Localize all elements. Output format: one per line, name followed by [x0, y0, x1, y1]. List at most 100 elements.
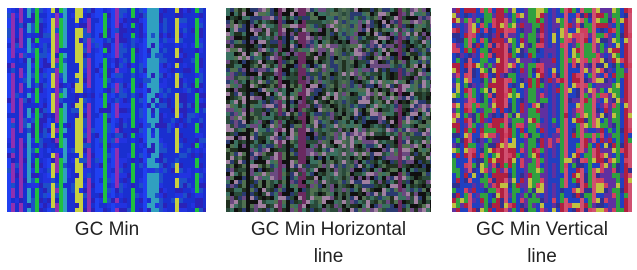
noise-pixel: [31, 83, 35, 88]
noise-pixel: [366, 208, 370, 212]
noise-pixel: [460, 98, 464, 103]
noise-pixel: [266, 144, 270, 148]
noise-pixel: [366, 172, 370, 176]
noise-pixel: [147, 168, 151, 173]
noise-pixel: [95, 13, 99, 18]
noise-pixel: [346, 36, 350, 40]
noise-pixel: [99, 158, 103, 163]
noise-pixel: [326, 208, 330, 212]
noise-pixel: [250, 92, 254, 96]
noise-pixel: [55, 78, 59, 83]
noise-pixel: [398, 160, 402, 164]
noise-pixel: [11, 128, 15, 133]
noise-pixel: [7, 153, 11, 158]
noise-pixel: [203, 198, 206, 203]
noise-pixel: [306, 72, 310, 76]
noise-pixel: [460, 123, 464, 128]
noise-pixel: [119, 58, 123, 63]
noise-pixel: [123, 153, 127, 158]
noise-pixel: [278, 204, 282, 208]
noise-pixel: [402, 72, 406, 76]
noise-pixel: [258, 104, 262, 108]
noise-pixel: [127, 103, 131, 108]
noise-pixel: [472, 13, 476, 18]
noise-pixel: [378, 196, 382, 200]
noise-pixel: [131, 178, 135, 183]
noise-pixel: [23, 168, 27, 173]
noise-pixel: [460, 198, 464, 203]
noise-pixel: [226, 176, 230, 180]
noise-pixel: [310, 184, 314, 188]
noise-pixel: [167, 178, 171, 183]
noise-pixel: [238, 112, 242, 116]
noise-pixel: [127, 18, 131, 23]
noise-pixel: [342, 100, 346, 104]
noise-pixel: [302, 156, 306, 160]
noise-pixel: [59, 173, 63, 178]
noise-pixel: [286, 84, 290, 88]
noise-pixel: [107, 153, 111, 158]
noise-pixel: [426, 32, 430, 36]
noise-pixel: [378, 160, 382, 164]
noise-pixel: [302, 36, 306, 40]
noise-pixel: [31, 103, 35, 108]
noise-pixel: [370, 40, 374, 44]
noise-pixel: [298, 184, 302, 188]
noise-pixel: [191, 28, 195, 33]
noise-pixel: [426, 64, 430, 68]
noise-pixel: [119, 98, 123, 103]
noise-pixel: [426, 56, 430, 60]
noise-pixel: [67, 183, 71, 188]
noise-pixel: [195, 138, 199, 143]
noise-pixel: [59, 33, 63, 38]
caption-line: GC Min Horizontal: [226, 216, 431, 243]
noise-pixel: [310, 56, 314, 60]
noise-pixel: [346, 68, 350, 72]
noise-pixel: [163, 8, 167, 13]
noise-pixel: [456, 163, 460, 168]
noise-pixel: [270, 52, 274, 56]
noise-pixel: [406, 100, 410, 104]
noise-pixel: [11, 43, 15, 48]
noise-pixel: [83, 143, 87, 148]
noise-pixel: [83, 168, 87, 173]
noise-pixel: [151, 133, 155, 138]
noise-pixel: [131, 128, 135, 133]
noise-pixel: [199, 128, 203, 133]
noise-pixel: [468, 43, 472, 48]
noise-pixel: [107, 138, 111, 143]
noise-pixel: [318, 12, 322, 16]
noise-pixel: [342, 120, 346, 124]
noise-pixel: [346, 112, 350, 116]
noise-pixel: [135, 143, 139, 148]
noise-pixel: [460, 28, 464, 33]
noise-pixel: [171, 163, 175, 168]
noise-pixel: [402, 184, 406, 188]
noise-pixel: [476, 158, 480, 163]
noise-pixel: [390, 88, 394, 92]
noise-pixel: [366, 68, 370, 72]
noise-pixel: [394, 208, 398, 212]
noise-pixel: [195, 123, 199, 128]
noise-pixel: [43, 163, 47, 168]
noise-pixel: [95, 198, 99, 203]
noise-pixel: [147, 103, 151, 108]
noise-pixel: [310, 168, 314, 172]
noise-pixel: [59, 53, 63, 58]
noise-pixel: [452, 8, 456, 13]
noise-pixel: [342, 16, 346, 20]
noise-pixel: [374, 44, 378, 48]
noise-pixel: [390, 92, 394, 96]
noise-pixel: [19, 58, 23, 63]
noise-pixel: [266, 8, 270, 12]
noise-pixel: [410, 152, 414, 156]
noise-pixel: [286, 144, 290, 148]
noise-pixel: [274, 176, 278, 180]
noise-pixel: [11, 173, 15, 178]
noise-pixel: [43, 158, 47, 163]
noise-pixel: [246, 168, 250, 172]
noise-pixel: [7, 68, 11, 73]
noise-pixel: [294, 64, 298, 68]
noise-pixel: [266, 132, 270, 136]
noise-pixel: [83, 78, 87, 83]
